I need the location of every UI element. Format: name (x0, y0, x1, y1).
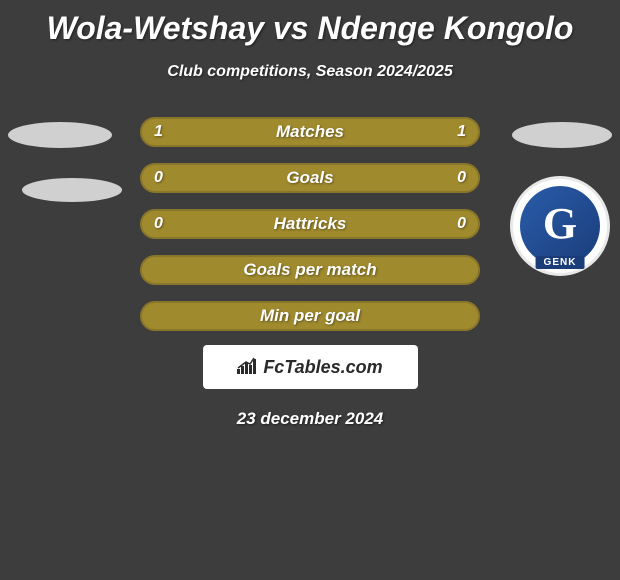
stat-row-min-per-goal: Min per goal (140, 301, 480, 331)
stat-row-matches: 1 Matches 1 (140, 117, 480, 147)
stat-label: Goals per match (243, 260, 376, 280)
stat-left-value: 0 (154, 169, 163, 187)
player-left-photo-placeholder (8, 122, 112, 148)
stat-row-goals-per-match: Goals per match (140, 255, 480, 285)
branding-box: FcTables.com (203, 345, 418, 389)
stat-label: Min per goal (260, 306, 360, 326)
subtitle: Club competitions, Season 2024/2025 (0, 63, 620, 81)
stat-label: Matches (276, 122, 344, 142)
stat-right-value: 1 (457, 123, 466, 141)
stat-row-hattricks: 0 Hattricks 0 (140, 209, 480, 239)
brand-text: FcTables.com (263, 357, 382, 378)
stat-row-goals: 0 Goals 0 (140, 163, 480, 193)
stat-left-value: 0 (154, 215, 163, 233)
stat-left-value: 1 (154, 123, 163, 141)
page-title: Wola-Wetshay vs Ndenge Kongolo (0, 0, 620, 47)
stat-label: Hattricks (274, 214, 347, 234)
stat-label: Goals (286, 168, 333, 188)
club-badge: G GENK (510, 176, 610, 286)
player-left-photo-placeholder-2 (22, 178, 122, 202)
club-badge-letter: G (543, 202, 577, 246)
stat-right-value: 0 (457, 169, 466, 187)
date-text: 23 december 2024 (0, 409, 620, 429)
chart-icon (237, 356, 257, 379)
club-badge-name: GENK (536, 256, 585, 269)
player-right-photo-placeholder (512, 122, 612, 148)
stat-right-value: 0 (457, 215, 466, 233)
